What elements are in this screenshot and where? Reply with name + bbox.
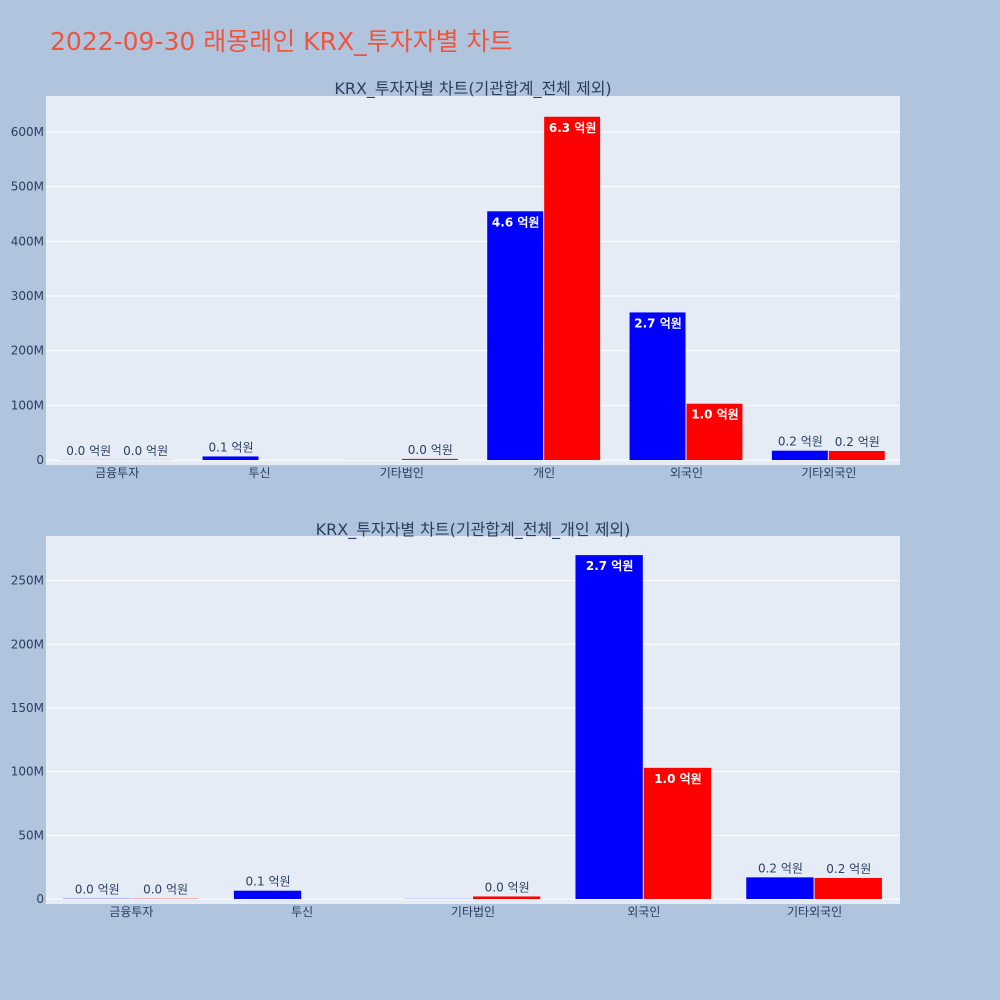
x-tick-label: 외국인 [670, 466, 703, 480]
data-label: 0.2 억원 [778, 435, 823, 449]
chart-2: KRX_투자자별 차트(기관합계_전체_개인 제외) 0 50M 100M 150M 20… [11, 520, 900, 919]
x-tick-label: 투신 [248, 466, 270, 480]
data-label: 1.0 억원 [691, 408, 739, 422]
data-label: 0.0 억원 [408, 443, 453, 457]
data-label: 0.2 억원 [835, 435, 880, 449]
data-label: 6.3 억원 [549, 121, 597, 135]
y-tick-label: 200M [11, 637, 44, 651]
x-tick-label: 기타법인 [380, 466, 424, 480]
data-label: 0.0 억원 [75, 883, 120, 897]
bar [746, 877, 814, 899]
plot-area [46, 536, 900, 904]
bar [473, 896, 541, 899]
x-tick-label: 투신 [291, 905, 313, 919]
chart-title: KRX_투자자별 차트(기관합계_전체 제외) [334, 79, 611, 99]
plot-area [46, 96, 900, 465]
y-tick-label: 300M [11, 289, 44, 303]
x-tick-label: 외국인 [627, 905, 660, 919]
data-label: 2.7 억원 [586, 559, 634, 573]
data-label: 1.0 억원 [654, 772, 702, 786]
x-tick-label: 금융투자 [95, 466, 139, 480]
x-tick-label: 개인 [533, 466, 555, 480]
chart-1: KRX_투자자별 차트(기관합계_전체 제외) 0 100M 200M 300M 400M… [11, 79, 900, 480]
y-tick-label: 100M [11, 765, 44, 779]
page-title: 2022-09-30 래몽래인 KRX_투자자별 차트 [50, 27, 513, 56]
x-tick-label: 기타외국인 [787, 905, 842, 919]
data-label: 0.1 억원 [246, 875, 291, 889]
data-label: 4.6 억원 [492, 215, 540, 229]
x-tick-label: 기타법인 [451, 905, 495, 919]
bar [233, 890, 302, 899]
x-tick-label: 기타외국인 [801, 466, 856, 480]
y-tick-label: 0 [36, 892, 44, 906]
chart-title: KRX_투자자별 차트(기관합계_전체_개인 제외) [316, 520, 631, 540]
y-tick-label: 100M [11, 398, 44, 412]
y-tick-label: 0 [36, 453, 44, 467]
y-tick-label: 200M [11, 344, 44, 358]
bar [828, 450, 885, 460]
bar [575, 555, 643, 899]
y-tick-label: 150M [11, 701, 44, 715]
data-label: 0.1 억원 [209, 440, 254, 454]
y-tick-label: 50M [18, 828, 44, 842]
bar [643, 767, 712, 899]
data-label: 0.0 억원 [485, 880, 530, 894]
bar [686, 403, 743, 460]
data-label: 2.7 억원 [634, 316, 682, 330]
y-tick-label: 250M [11, 574, 44, 588]
data-label: 0.2 억원 [758, 861, 803, 875]
bar [401, 458, 458, 460]
y-tick-label: 500M [11, 180, 44, 194]
data-label: 0.2 억원 [826, 862, 871, 876]
bar [771, 450, 828, 460]
bar [814, 877, 882, 899]
x-tick-label: 금융투자 [109, 905, 153, 919]
data-label: 0.0 억원 [66, 444, 111, 458]
bar [629, 312, 686, 460]
data-label: 0.0 억원 [123, 444, 168, 458]
bar [202, 456, 259, 460]
y-tick-label: 600M [11, 125, 44, 139]
bar [544, 116, 601, 460]
data-label: 0.0 억원 [143, 883, 188, 897]
bar [487, 211, 544, 460]
y-tick-label: 400M [11, 234, 44, 248]
